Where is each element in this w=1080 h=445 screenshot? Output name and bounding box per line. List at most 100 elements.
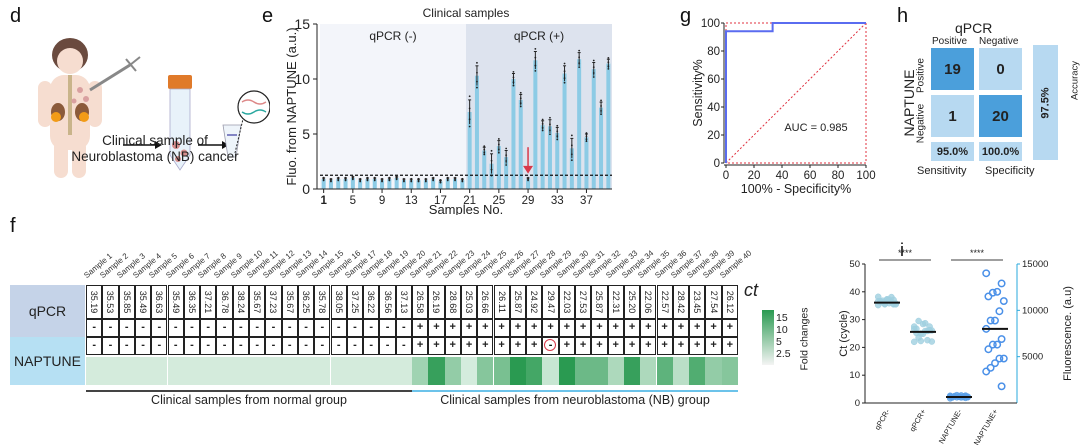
- colorbar-tick-label: 5: [776, 336, 782, 348]
- qpcr-sign-cell: +: [705, 319, 722, 337]
- bar-sample-13: [409, 180, 414, 189]
- ct-cell: 25.20: [623, 285, 641, 319]
- bar-sample-39: [599, 107, 604, 189]
- ct-value: 37.25: [349, 290, 360, 314]
- data-point: [490, 149, 493, 152]
- data-point-NAPTUNE+: [995, 307, 1004, 316]
- ct-value: 25.03: [464, 290, 475, 314]
- data-point: [600, 105, 602, 107]
- data-point: [483, 148, 486, 151]
- heatmap-cell: [200, 357, 217, 385]
- data-point: [497, 148, 500, 151]
- x-tick-label: 37: [580, 195, 593, 207]
- heatmap-cell: [102, 357, 119, 385]
- region-label: qPCR (+): [514, 29, 564, 43]
- right-y-tick-label: 5000: [1022, 352, 1043, 363]
- data-point-qPCR+: [910, 323, 918, 330]
- ct-cell: 24.92: [526, 285, 543, 319]
- data-point: [563, 77, 566, 80]
- data-point: [578, 62, 581, 65]
- heatmap-cell: [656, 357, 673, 385]
- data-point-NAPTUNE+: [997, 279, 1006, 288]
- ct-cell: 35.78: [314, 285, 331, 319]
- row-label-naptune: NAPTUNE: [10, 337, 85, 385]
- data-point: [483, 153, 486, 156]
- ct-cell: 27.54: [705, 285, 722, 319]
- naptune-sign-cell: -: [200, 337, 217, 355]
- bar-sample-15: [423, 180, 428, 189]
- naptune-sign-cell: -: [346, 337, 364, 355]
- data-point: [512, 70, 515, 73]
- naptune-sign-cell: -: [183, 337, 201, 355]
- ct-value: 27.54: [708, 290, 719, 314]
- ct-cell: 36.35: [183, 285, 201, 319]
- naptune-sign-cell: -: [314, 337, 331, 355]
- qpcr-sign-cell: -: [200, 319, 217, 337]
- data-point-NAPTUNE+: [988, 340, 997, 349]
- qpcr-sign-cell: +: [591, 319, 608, 337]
- heatmap-cell: [558, 357, 575, 385]
- data-point: [454, 179, 456, 182]
- x-tick-label: qPCR+: [908, 407, 928, 433]
- x-tick-label: 1: [320, 195, 327, 207]
- bar-sample-38: [591, 69, 596, 189]
- data-point-qPCR+: [919, 320, 927, 328]
- naptune-sign-cell: -: [134, 337, 152, 355]
- naptune-sign-cell: +: [575, 337, 592, 355]
- data-point: [490, 159, 493, 162]
- data-point: [592, 59, 595, 62]
- data-point: [366, 179, 369, 182]
- heatmap-cell: [672, 357, 690, 385]
- colorbar-label: Fold changes: [798, 307, 811, 371]
- normal-group-line: [86, 390, 412, 392]
- data-point-qPCR+: [910, 338, 918, 346]
- ct-cell: 35.67: [281, 285, 298, 319]
- normal-group-label: Clinical samples from normal group: [151, 393, 347, 407]
- qpcr-sign-cell: -: [297, 319, 315, 337]
- ct-value: 22.03: [561, 290, 572, 314]
- heatmap-cell: [297, 357, 315, 385]
- ct-cell: 28.42: [672, 285, 690, 319]
- bar-sample-34: [562, 73, 567, 189]
- y-tick-label: 20: [849, 342, 860, 353]
- data-point: [468, 107, 471, 110]
- data-point: [468, 95, 471, 98]
- y-tick-label: 15: [294, 16, 310, 32]
- qpcr-sign-cell: +: [623, 319, 641, 337]
- y-tick-label: 40: [849, 287, 860, 298]
- naptune-sign-cell: +: [509, 337, 527, 355]
- ct-value: 22.31: [610, 290, 621, 314]
- x-tick-label: 5: [350, 195, 356, 207]
- qpcr-sign-cell: -: [395, 319, 412, 337]
- heatmap-cell: [167, 357, 184, 385]
- heatmap-cell: [232, 357, 249, 385]
- ct-value: 26.11: [496, 291, 507, 313]
- x-tick-label: NAPTUNE-: [937, 407, 964, 445]
- data-point: [388, 179, 391, 182]
- bar-sample-18: [445, 179, 450, 189]
- bar-sample-36: [577, 59, 582, 190]
- matrix-cell: 19: [931, 48, 974, 90]
- discordant-circle: [544, 339, 557, 351]
- right-y-tick-label: 10000: [1022, 305, 1048, 316]
- ct-cell: 29.47: [542, 285, 559, 319]
- naptune-sign-cell: -: [542, 337, 559, 355]
- bar-sample-22: [474, 75, 479, 189]
- qpcr-sign-cell: -: [265, 319, 282, 337]
- data-point: [461, 180, 464, 183]
- heatmap-cell: [216, 357, 233, 385]
- heatmap-cell: [575, 357, 592, 385]
- ct-cell: 25.87: [591, 285, 608, 319]
- ct-cell: 22.31: [607, 285, 624, 319]
- clinical-sample-illustration: [38, 38, 270, 178]
- arrow-icon: [123, 141, 162, 149]
- x-axis-label: Samples No.: [429, 202, 503, 215]
- heatmap-cell: [249, 357, 266, 385]
- col-label-positive: Positive: [932, 36, 968, 47]
- bar-sample-8: [372, 179, 377, 189]
- heatmap-cell: [607, 357, 624, 385]
- x-tick-label: 17: [434, 195, 447, 207]
- naptune-sign-cell: +: [412, 337, 429, 355]
- naptune-sign-cell: -: [86, 337, 103, 355]
- ct-value: 36.63: [154, 290, 165, 314]
